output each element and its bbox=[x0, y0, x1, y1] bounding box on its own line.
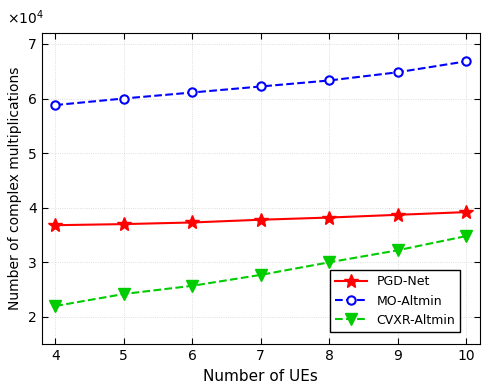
CVXR-Altmin bbox=[121, 292, 127, 296]
Legend: PGD-Net, MO-Altmin, CVXR-Altmin: PGD-Net, MO-Altmin, CVXR-Altmin bbox=[330, 270, 460, 332]
CVXR-Altmin bbox=[258, 272, 264, 277]
PGD-Net bbox=[463, 210, 469, 214]
X-axis label: Number of UEs: Number of UEs bbox=[203, 368, 318, 384]
PGD-Net bbox=[326, 215, 332, 220]
MO-Altmin bbox=[52, 103, 58, 107]
CVXR-Altmin bbox=[52, 304, 58, 309]
MO-Altmin bbox=[189, 90, 195, 95]
Line: MO-Altmin: MO-Altmin bbox=[51, 57, 470, 109]
Line: PGD-Net: PGD-Net bbox=[48, 205, 473, 232]
Y-axis label: Number of complex multiplications: Number of complex multiplications bbox=[8, 67, 22, 310]
CVXR-Altmin bbox=[395, 248, 401, 253]
MO-Altmin bbox=[121, 96, 127, 101]
Line: CVXR-Altmin: CVXR-Altmin bbox=[50, 230, 471, 312]
MO-Altmin bbox=[463, 59, 469, 64]
MO-Altmin bbox=[326, 78, 332, 83]
PGD-Net bbox=[395, 212, 401, 217]
PGD-Net bbox=[258, 218, 264, 222]
CVXR-Altmin bbox=[463, 234, 469, 238]
CVXR-Altmin bbox=[189, 283, 195, 288]
MO-Altmin bbox=[395, 70, 401, 74]
MO-Altmin bbox=[258, 84, 264, 89]
CVXR-Altmin bbox=[326, 260, 332, 265]
PGD-Net bbox=[189, 220, 195, 225]
PGD-Net bbox=[121, 222, 127, 227]
PGD-Net bbox=[52, 223, 58, 227]
Text: $\times10^4$: $\times10^4$ bbox=[6, 8, 43, 27]
